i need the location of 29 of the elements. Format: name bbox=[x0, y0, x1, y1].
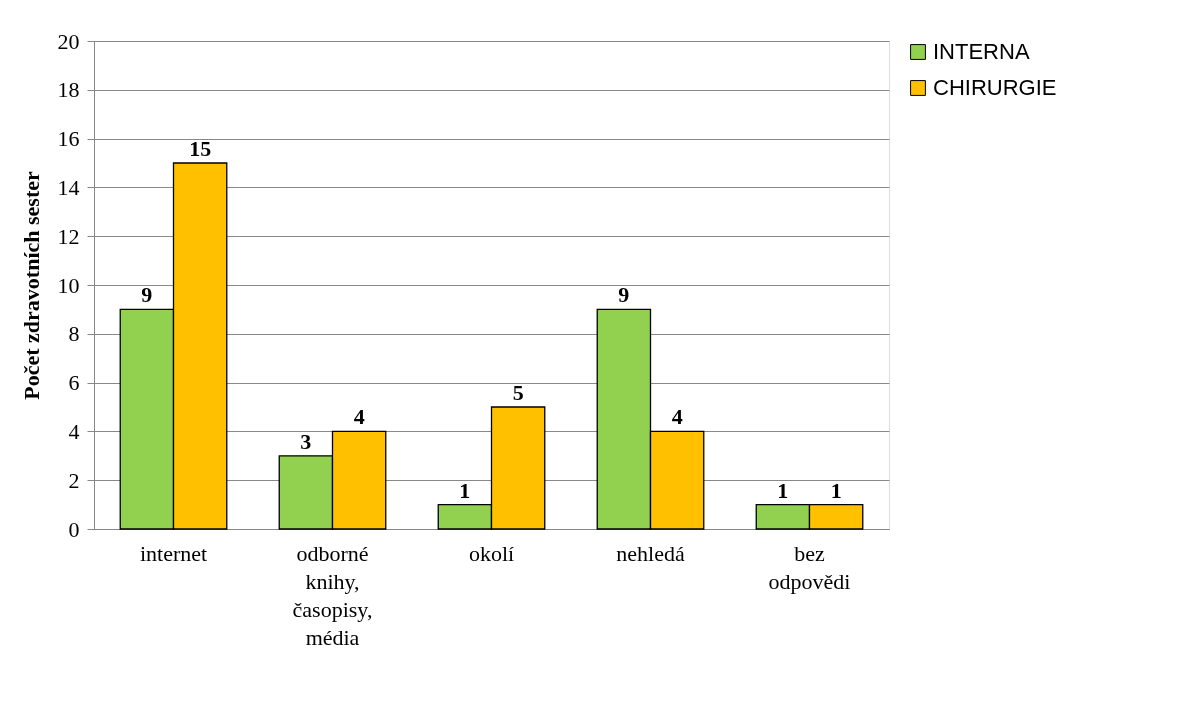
data-label: 1 bbox=[459, 477, 471, 503]
y-tick-label: 14 bbox=[57, 174, 80, 200]
legend-label: INTERNA bbox=[933, 39, 1030, 64]
x-tick-label: bez odpovědi bbox=[768, 540, 851, 594]
x-tick-label: odborné knihy, časopisy, média bbox=[292, 540, 373, 650]
y-tick-label: 16 bbox=[57, 126, 80, 152]
data-label: 9 bbox=[141, 282, 153, 308]
data-label: 4 bbox=[671, 404, 683, 430]
legend-label: CHIRURGIE bbox=[933, 75, 1057, 100]
y-tick-label: 2 bbox=[68, 467, 80, 493]
data-label: 4 bbox=[353, 404, 365, 430]
y-tick-label: 18 bbox=[57, 77, 80, 103]
data-label: 3 bbox=[300, 428, 312, 454]
y-tick-label: 0 bbox=[68, 516, 80, 542]
data-label: 5 bbox=[512, 380, 524, 405]
data-label: 9 bbox=[618, 282, 630, 308]
y-tick-label: 8 bbox=[68, 321, 80, 347]
data-label: 1 bbox=[830, 477, 842, 503]
x-tick-label: okolí bbox=[468, 540, 515, 566]
x-tick-label: nehledá bbox=[616, 540, 685, 566]
y-tick-label: 20 bbox=[57, 28, 80, 54]
y-axis-title: Počet zdravotních sester bbox=[18, 171, 44, 400]
y-tick-label: 4 bbox=[68, 418, 80, 444]
y-tick-label: 12 bbox=[57, 223, 80, 249]
data-label: 15 bbox=[189, 136, 212, 161]
x-tick-label: internet bbox=[139, 540, 208, 566]
y-tick-label: 10 bbox=[57, 272, 80, 298]
y-tick-label: 6 bbox=[68, 370, 80, 396]
data-label: 1 bbox=[777, 477, 789, 503]
